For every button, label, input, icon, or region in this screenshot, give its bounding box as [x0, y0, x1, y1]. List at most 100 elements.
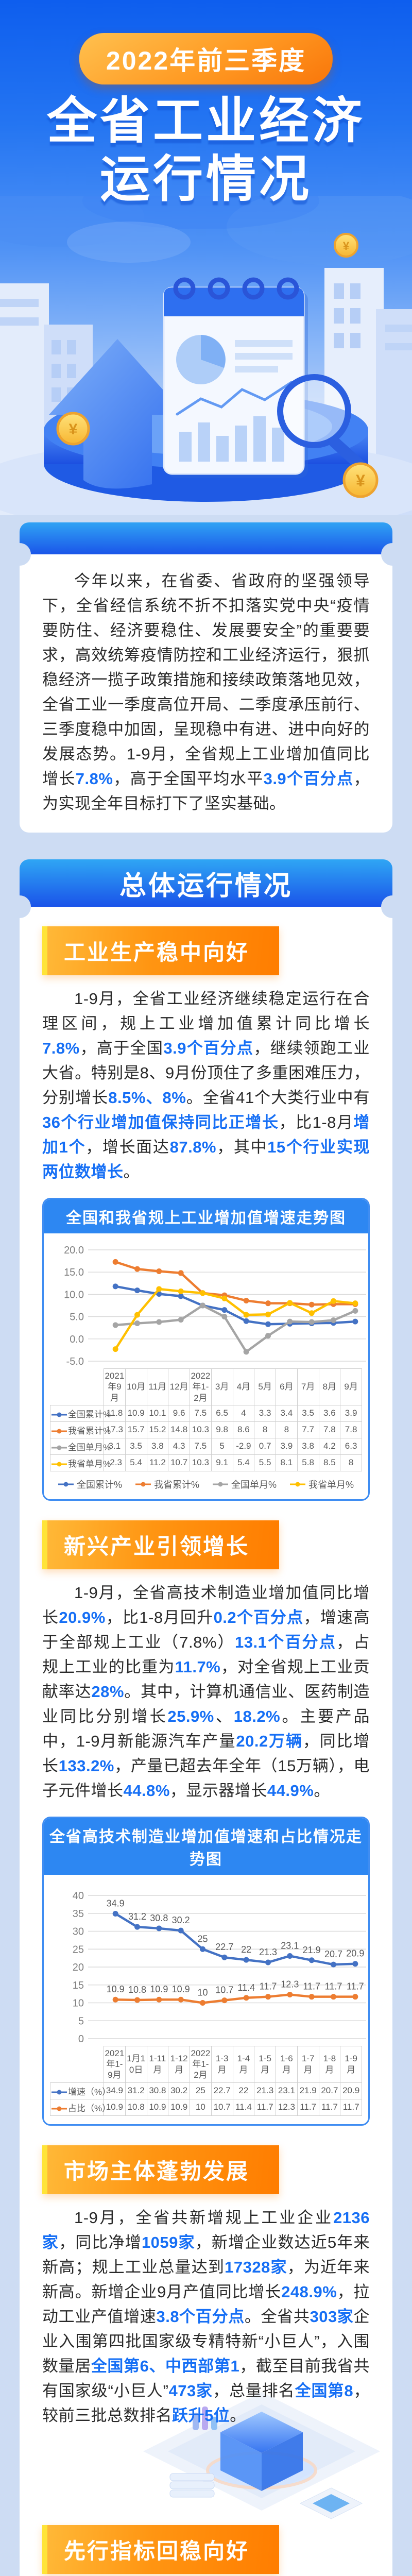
text-run: 。其中，计算机通信业、医药制造业同比分别增长	[42, 1682, 370, 1725]
data-point	[265, 1959, 271, 1965]
hero-illustration: ¥ ¥ ¥	[0, 196, 412, 515]
coin-icon: ¥	[342, 462, 379, 498]
svg-text:30: 30	[73, 1926, 84, 1937]
chart-plot-svg: 20.0 15.0 10.0 5.0 0.0 -5.0	[64, 1245, 366, 1367]
svg-text:10.0: 10.0	[64, 1289, 84, 1300]
data-point	[308, 1957, 315, 1963]
series-marker-icon	[52, 2090, 67, 2095]
table-cell: 4	[232, 1404, 255, 1422]
highlight-value: 2136家	[42, 2208, 370, 2251]
pie-chart-icon	[176, 335, 226, 384]
data-point-label: 10.9	[172, 1984, 190, 1994]
page-title: 全省工业经济 运行情况	[0, 92, 412, 209]
chart-data-table: 2021年1-9月 1月10日 1-11月 1-12月 2022年1-2月 1-3月 1-4…	[50, 2045, 362, 2116]
data-point	[200, 1946, 205, 1952]
table-cell: 20.7	[318, 2082, 341, 2099]
coin-icon: ¥	[334, 233, 358, 258]
data-point	[200, 1999, 205, 2006]
bar-chart-icon	[179, 416, 284, 462]
text-run: ，同比净增	[59, 2233, 142, 2251]
table-cell: 5.8	[297, 1454, 319, 1471]
table-column-header: 10月	[125, 1368, 147, 1405]
table-cell: 22	[232, 2082, 255, 2099]
data-point-label: 10.7	[215, 1985, 233, 1995]
section-banner-label: 总体运行情况	[119, 871, 293, 901]
data-point-label: 11.7	[347, 1981, 364, 1991]
svg-text:0: 0	[78, 2033, 84, 2045]
table-column-header: 6月	[276, 1368, 298, 1405]
up-arrow-icon	[49, 339, 185, 489]
table-cell: 3.9	[276, 1437, 298, 1455]
table-cell: 9.8	[211, 1421, 233, 1438]
series-marker-icon	[213, 1482, 228, 1487]
svg-text:25: 25	[73, 1944, 84, 1955]
data-point-label: 25	[197, 1934, 208, 1944]
series-marker-icon	[52, 1445, 67, 1450]
series-row-label: 全国累计%	[50, 1404, 111, 1422]
highlight-value: 0.2个百分点	[213, 1608, 304, 1626]
text-run: ，比1-8月回升	[105, 1608, 214, 1626]
svg-text:¥: ¥	[343, 240, 350, 252]
table-cell: 34.9	[104, 2082, 126, 2099]
data-point	[352, 1300, 358, 1307]
hero-section: ¥ ¥ ¥ 2022年前三季度 全省工业经济 运行情况	[0, 0, 412, 515]
table-cell: 11.7	[340, 2098, 362, 2116]
series-marker-icon	[52, 1412, 67, 1417]
table-cell: 6.5	[211, 1404, 233, 1422]
data-point	[134, 1924, 140, 1930]
table-cell: 10.9	[125, 1404, 147, 1422]
table-cell: 7.7	[297, 1421, 319, 1438]
data-point-label: 11.7	[325, 1981, 342, 1991]
text-run: 。全省41个大类行业中有	[186, 1089, 370, 1107]
series-row-label: 占比（%）	[50, 2098, 111, 2116]
table-row: 增速（%） 34.9 31.2 30.8 30.2 25 22.7 22 21.3 23.1 21.…	[50, 2082, 362, 2099]
legend-item: 我省累计%	[135, 1478, 199, 1491]
section-badge: 先行指标回稳向好	[42, 2524, 280, 2574]
data-point	[134, 1312, 140, 1318]
table-column-header: 1-5月	[254, 2045, 276, 2083]
chart-table: 2021年1-9月 1月10日 1-11月 1-12月 2022年1-2月 1-3月 1-4…	[50, 2045, 362, 2116]
text-run: ，新增企业数达近5年来新高；规上工业总量达到	[42, 2233, 370, 2276]
table-column-header: 1-4月	[232, 2045, 255, 2083]
data-point-label: 10.9	[107, 1984, 125, 1994]
data-point	[265, 1993, 271, 1999]
data-point	[243, 1349, 249, 1355]
highlight-value: 15个行业实现两位数增长	[42, 1138, 370, 1181]
highlight-value: 13.1个百分点	[234, 1633, 337, 1651]
highlight-value: 36个行业增加值保持同比正增长	[42, 1113, 279, 1131]
table-cell: 3.6	[318, 1404, 341, 1422]
table-cell: -2.3	[104, 1454, 126, 1471]
text-run: 1-9月，全省高技术制造业增加值同比增长	[42, 1583, 370, 1626]
text-run: ，显示器增长	[169, 1781, 267, 1800]
table-cell: 30.8	[146, 2082, 169, 2099]
table-row: 全国单月% 3.1 3.5 3.8 4.3 7.5 5 -2.9 0.7 3.9 3.8 4.2 6.3	[50, 1437, 362, 1455]
data-point-label: 11.7	[260, 1981, 277, 1991]
table-column-header: 2021年9月	[104, 1368, 126, 1405]
table-column-header: 1-11月	[146, 2045, 169, 2083]
highlight-value: 7.8%	[42, 1039, 80, 1057]
highlight-value: 44.8%	[123, 1781, 170, 1800]
table-cell: 8	[340, 1454, 362, 1471]
table-column-header: 2022年1-2月	[190, 2045, 212, 2083]
table-column-header: 2022年1-2月	[190, 1368, 212, 1405]
table-column-header: 5月	[254, 1368, 276, 1405]
report-clipboard-icon	[163, 277, 308, 478]
data-point	[243, 1318, 249, 1324]
chart-legend: 全国累计% 我省累计% 全国单月% 我省单月%	[50, 1478, 362, 1491]
data-point	[156, 1996, 162, 2003]
legend-item: 我省单月%	[290, 1478, 354, 1491]
chart-table: 2021年9月 10月 11月 12月 2022年1-2月 3月 4月 5月 6月 7月 8月 9月全…	[50, 1368, 362, 1471]
text-run: ，为实现全年目标打下了坚实基础。	[42, 770, 370, 812]
series-marker-icon	[290, 1482, 306, 1487]
table-cell: 11.2	[146, 1454, 169, 1471]
table-cell: 10.9	[104, 2098, 126, 2116]
data-point	[112, 1259, 118, 1265]
highlight-value: 44.9%	[267, 1781, 314, 1800]
text-run: ，高于全国	[79, 1039, 164, 1057]
text-run: ，产量已超去年全年（15万辆），电子元件增长	[42, 1756, 370, 1800]
data-point	[178, 1288, 184, 1294]
highlight-value: 11.7%	[175, 1657, 221, 1676]
table-cell: 12.3	[276, 2098, 298, 2116]
data-point	[352, 1318, 358, 1325]
table-cell: 15.2	[146, 1421, 169, 1438]
